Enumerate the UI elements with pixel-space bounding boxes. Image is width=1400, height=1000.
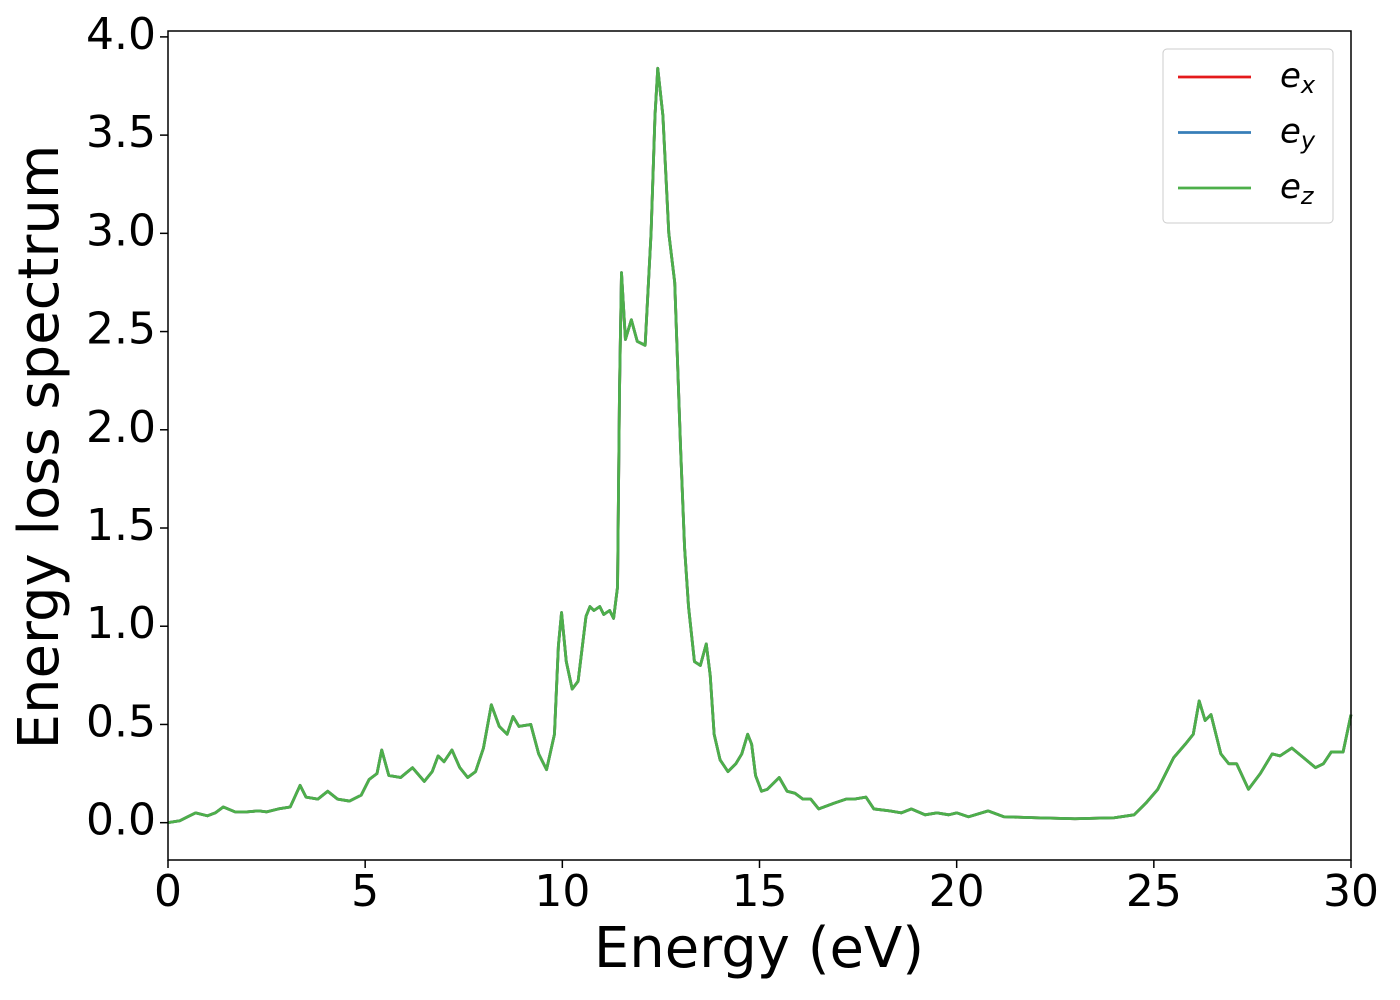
y-tick-label: 1.5 <box>86 500 156 551</box>
y-tick-label: 0.0 <box>86 795 156 846</box>
x-tick-label: 10 <box>534 866 590 917</box>
y-axis-label: Energy loss spectrum <box>7 145 72 750</box>
y-tick-label: 3.5 <box>86 107 156 158</box>
x-tick-label: 20 <box>929 866 985 917</box>
legend: ex ey ez <box>1162 48 1334 224</box>
legend-label: ey <box>1280 111 1316 155</box>
y-tick-label: 1.0 <box>86 598 156 649</box>
legend-box <box>1162 48 1334 224</box>
x-tick-label: 30 <box>1323 866 1379 917</box>
y-tick-label: 3.0 <box>86 205 156 256</box>
legend-label: ex <box>1280 56 1316 100</box>
y-tick-label: 2.0 <box>86 402 156 453</box>
legend-label: ez <box>1280 167 1315 211</box>
x-tick-label: 0 <box>154 866 182 917</box>
x-tick-label: 5 <box>351 866 379 917</box>
y-tick-label: 0.5 <box>86 696 156 747</box>
y-tick-label: 2.5 <box>86 304 156 355</box>
y-tick-label: 4.0 <box>86 9 156 60</box>
x-tick-label: 15 <box>732 866 788 917</box>
x-tick-label: 25 <box>1126 866 1182 917</box>
x-axis-label: Energy (eV) <box>594 916 924 981</box>
plot-frame <box>167 30 1352 861</box>
line-series <box>167 66 1353 825</box>
